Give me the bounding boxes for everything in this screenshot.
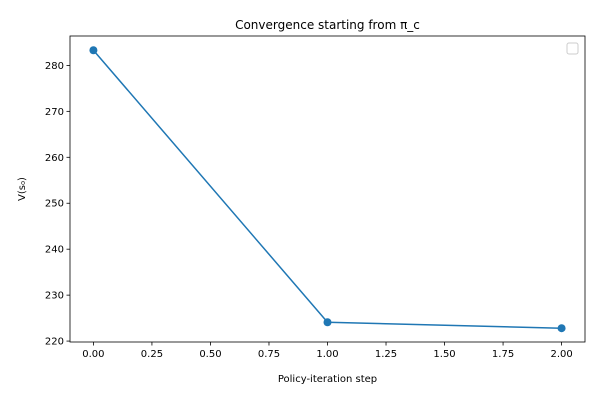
- x-tick-label: 0.25: [141, 349, 163, 360]
- x-tick-label: 2.00: [550, 349, 572, 360]
- x-tick-label: 0.50: [199, 349, 221, 360]
- data-point: [323, 318, 332, 327]
- y-tick-label: 230: [45, 291, 64, 302]
- y-axis: 220 230 240 250 260 270 280: [45, 61, 70, 348]
- legend-box: [566, 42, 579, 55]
- x-axis-label: Policy-iteration step: [278, 374, 377, 385]
- x-tick-label: 0.00: [82, 349, 104, 360]
- x-tick-label: 1.50: [433, 349, 455, 360]
- plot-area: [89, 46, 566, 333]
- data-point: [557, 324, 566, 333]
- data-point: [89, 46, 98, 55]
- x-tick-label: 1.25: [375, 349, 397, 360]
- y-tick-label: 270: [45, 107, 64, 118]
- x-axis: 0.00 0.25 0.50 0.75 1.00 1.25 1.50 1.75 2.00: [82, 342, 573, 360]
- chart-title: Convergence starting from π_c: [235, 18, 420, 32]
- y-tick-label: 220: [45, 337, 64, 348]
- x-tick-label: 0.75: [258, 349, 280, 360]
- y-tick-label: 240: [45, 245, 64, 256]
- y-tick-label: 250: [45, 199, 64, 210]
- x-tick-label: 1.75: [492, 349, 514, 360]
- y-axis-label: V(s₀): [17, 177, 28, 201]
- y-tick-label: 260: [45, 153, 64, 164]
- x-tick-label: 1.00: [316, 349, 338, 360]
- y-tick-label: 280: [45, 61, 64, 72]
